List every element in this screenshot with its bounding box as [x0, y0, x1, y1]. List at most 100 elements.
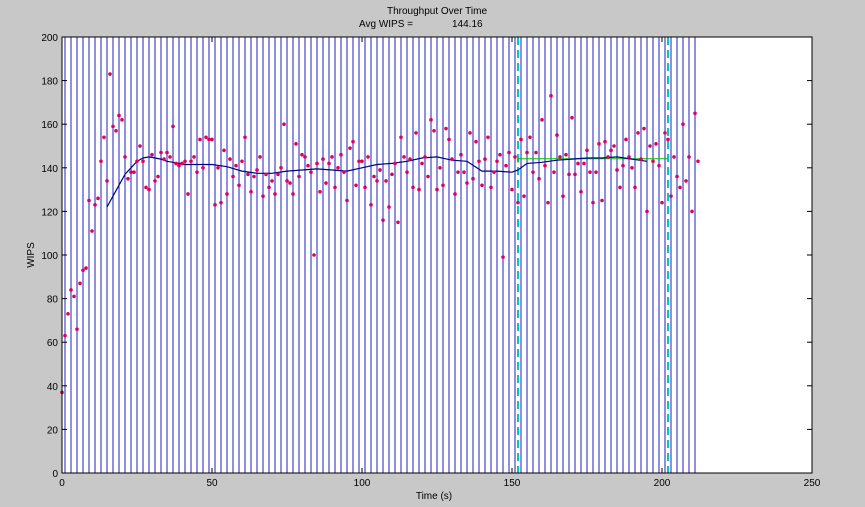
y-tick-label: 160 — [41, 120, 58, 131]
data-point — [108, 72, 112, 76]
data-point — [498, 152, 502, 157]
data-point — [312, 253, 316, 257]
avg-wips-value: 144.16 — [452, 19, 483, 30]
data-point — [153, 179, 157, 183]
data-point — [462, 170, 466, 174]
data-point — [561, 194, 565, 198]
data-point — [363, 185, 367, 190]
x-tick-label: 250 — [804, 478, 821, 489]
data-point — [72, 294, 76, 299]
data-point — [291, 192, 295, 196]
data-point — [396, 220, 400, 225]
data-point — [651, 159, 655, 164]
y-tick-label: 180 — [41, 77, 58, 88]
data-point — [228, 157, 232, 161]
data-point — [414, 131, 418, 135]
data-point — [180, 161, 184, 166]
data-point — [522, 194, 526, 198]
data-point — [93, 203, 97, 207]
data-point — [435, 187, 439, 192]
data-point — [528, 135, 532, 140]
data-point — [84, 266, 88, 270]
data-point — [354, 183, 358, 188]
moving-average-line — [106, 156, 648, 208]
data-point — [477, 159, 481, 164]
data-point — [525, 150, 529, 155]
data-point — [78, 281, 82, 286]
y-tick-label: 0 — [52, 469, 58, 480]
data-point — [360, 159, 364, 164]
data-point — [309, 170, 313, 174]
data-point — [90, 229, 94, 233]
data-point — [237, 183, 241, 188]
steady-state-average-group — [517, 158, 668, 163]
data-point — [543, 163, 547, 168]
vertical-lines-group — [64, 37, 696, 473]
data-point — [540, 118, 544, 122]
data-point — [255, 168, 259, 172]
data-point — [579, 189, 583, 194]
data-point — [225, 192, 229, 196]
data-point — [582, 161, 586, 166]
data-point — [657, 163, 661, 168]
data-point — [126, 176, 130, 181]
data-point — [570, 115, 574, 120]
data-point — [276, 172, 280, 177]
data-point — [588, 170, 592, 174]
data-point — [243, 135, 247, 140]
measurement-window-group — [517, 37, 669, 473]
data-point — [534, 150, 538, 155]
data-point — [603, 139, 607, 144]
data-point — [552, 170, 556, 174]
data-point — [612, 144, 616, 148]
data-point — [99, 159, 103, 164]
data-point — [81, 268, 85, 273]
data-point — [531, 170, 535, 174]
data-point — [669, 194, 673, 198]
data-point — [606, 155, 610, 159]
data-point — [585, 148, 589, 153]
data-point — [615, 168, 619, 172]
data-point — [411, 185, 415, 190]
data-point — [297, 174, 301, 179]
data-point — [678, 185, 682, 190]
data-point — [321, 157, 325, 161]
data-point — [549, 94, 553, 98]
data-point — [63, 333, 67, 338]
data-point — [105, 179, 109, 183]
data-point — [75, 327, 79, 331]
data-point — [486, 135, 490, 140]
data-point — [429, 118, 433, 122]
data-point — [177, 163, 181, 168]
data-point — [69, 288, 73, 292]
data-point — [174, 161, 178, 166]
data-point — [264, 172, 268, 177]
data-point — [342, 170, 346, 174]
data-point — [558, 155, 562, 159]
data-point — [468, 131, 472, 135]
data-point — [609, 148, 613, 153]
data-point — [357, 159, 361, 164]
data-point — [162, 157, 166, 161]
data-point — [390, 172, 394, 177]
x-tick-label: 200 — [654, 478, 671, 489]
data-point — [489, 185, 493, 190]
data-point — [183, 159, 187, 164]
y-tick-label: 60 — [47, 338, 59, 349]
data-point — [114, 128, 118, 133]
data-point — [474, 139, 478, 144]
data-point — [324, 181, 328, 185]
data-point — [471, 176, 475, 181]
data-point — [195, 170, 199, 174]
data-point — [294, 142, 298, 146]
x-axis-ticks: 0 50 100 150 200 250 — [59, 37, 821, 489]
data-point — [192, 155, 196, 159]
data-point — [135, 159, 139, 164]
data-point — [432, 128, 436, 133]
y-tick-label: 120 — [41, 207, 58, 218]
x-axis-label: Time (s) — [416, 491, 452, 502]
data-point — [480, 183, 484, 188]
data-point — [204, 135, 208, 140]
data-point — [630, 166, 634, 170]
data-point — [594, 170, 598, 174]
